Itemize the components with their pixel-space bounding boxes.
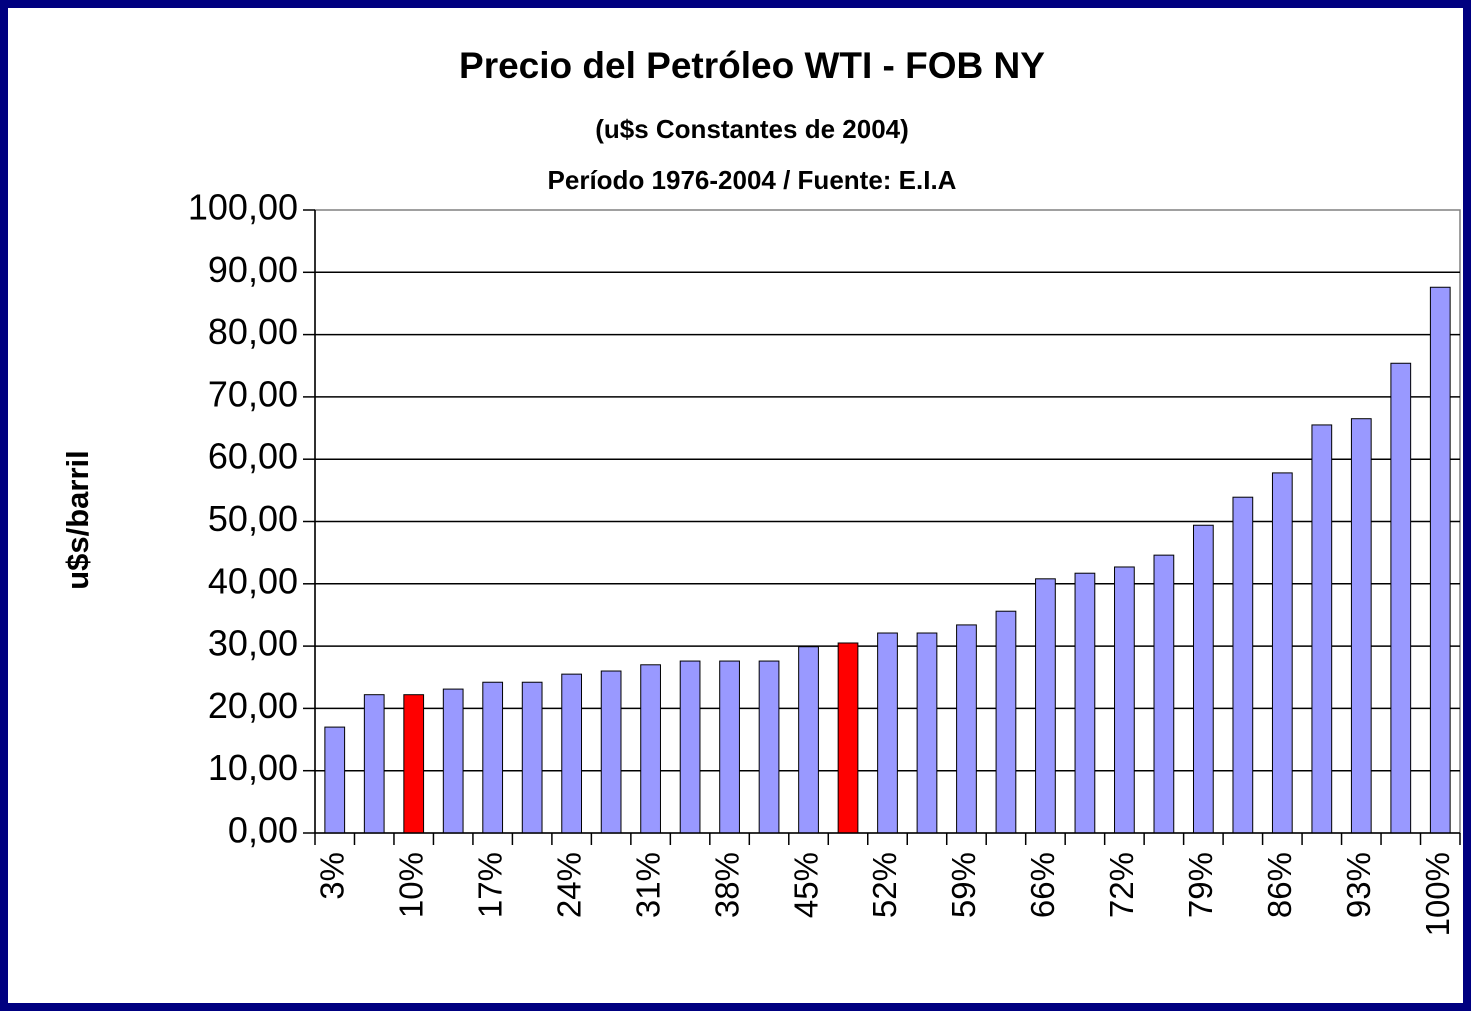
bar — [1429, 286, 1451, 834]
bar — [1311, 424, 1333, 834]
bar — [1153, 554, 1175, 834]
bar — [442, 688, 464, 834]
bar — [679, 660, 701, 834]
x-tick-label: 24% — [550, 852, 587, 918]
y-tick-label: 100,00 — [188, 187, 298, 228]
x-tick-label: 66% — [1024, 852, 1061, 918]
chart-background — [8, 8, 1463, 1003]
y-tick-label: 90,00 — [208, 249, 298, 290]
x-tick-label: 52% — [866, 852, 903, 918]
bar — [1350, 418, 1372, 834]
y-tick-label: 30,00 — [208, 623, 298, 664]
x-tick-label: 59% — [945, 852, 982, 918]
bar — [1271, 472, 1293, 834]
bar — [719, 660, 740, 834]
bar — [877, 632, 898, 834]
chart-title: Precio del Petróleo WTI - FOB NY — [459, 45, 1045, 86]
y-tick-label: 60,00 — [208, 436, 298, 477]
bar — [1232, 496, 1254, 834]
bar — [916, 632, 938, 834]
bar — [363, 694, 385, 834]
x-tick-label: 72% — [1103, 852, 1140, 918]
y-tick-label: 20,00 — [208, 685, 298, 726]
x-tick-label: 79% — [1182, 852, 1219, 918]
y-tick-label: 50,00 — [208, 498, 298, 539]
bar — [995, 610, 1017, 834]
y-tick-label: 70,00 — [208, 373, 298, 414]
bar — [1074, 572, 1096, 834]
x-tick-label: 100% — [1419, 852, 1456, 936]
bar — [403, 694, 425, 834]
bar — [1035, 578, 1056, 834]
bar — [1192, 524, 1214, 834]
chart-subtitle: Período 1976-2004 / Fuente: E.I.A — [548, 165, 957, 195]
y-axis-label: u$s/barril — [60, 450, 95, 590]
x-tick-label: 38% — [708, 852, 745, 918]
y-tick-label: 0,00 — [228, 810, 298, 851]
x-tick-label: 31% — [629, 852, 666, 918]
bar — [758, 660, 780, 834]
y-tick-label: 80,00 — [208, 311, 298, 352]
y-tick-label: 10,00 — [208, 747, 298, 788]
x-tick-label: 10% — [392, 852, 429, 918]
bar — [521, 681, 543, 834]
chart-subtitle: (u$s Constantes de 2004) — [595, 114, 909, 144]
bar — [324, 726, 346, 834]
x-tick-label: 45% — [787, 852, 824, 918]
bar — [600, 670, 622, 834]
x-tick-label: 17% — [471, 852, 508, 918]
bar — [561, 673, 583, 834]
bar — [640, 664, 661, 834]
bar — [482, 681, 504, 834]
bar — [956, 624, 977, 834]
x-tick-label: 93% — [1340, 852, 1377, 918]
bar — [1390, 362, 1412, 834]
bar — [1114, 566, 1135, 834]
bar — [837, 642, 859, 834]
x-tick-label: 86% — [1261, 852, 1298, 918]
bar — [798, 646, 819, 834]
x-tick-label: 3% — [313, 852, 350, 900]
y-tick-label: 40,00 — [208, 560, 298, 601]
